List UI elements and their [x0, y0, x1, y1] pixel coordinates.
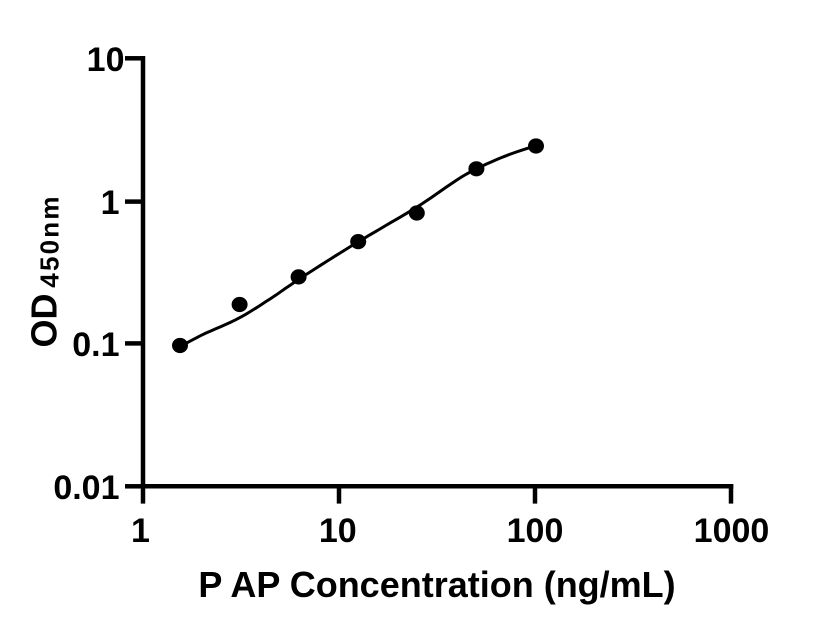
svg-text:0.01: 0.01 — [53, 469, 119, 507]
svg-text:1000: 1000 — [694, 512, 770, 550]
svg-text:10: 10 — [319, 512, 357, 550]
svg-text:1: 1 — [101, 184, 120, 222]
svg-text:10: 10 — [87, 41, 125, 79]
svg-text:P AP Concentration (ng/mL): P AP Concentration (ng/mL) — [198, 564, 675, 605]
svg-text:1: 1 — [131, 512, 150, 550]
svg-text:0.1: 0.1 — [72, 326, 119, 364]
svg-text:100: 100 — [507, 512, 564, 550]
